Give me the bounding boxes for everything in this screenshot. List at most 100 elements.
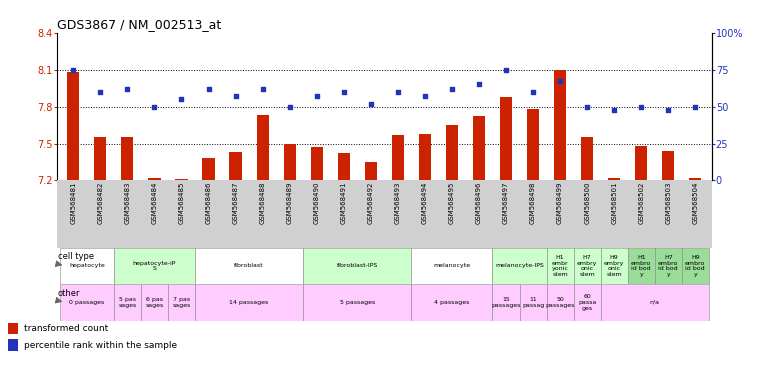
- Bar: [94, 137, 107, 180]
- Bar: [141, 284, 168, 321]
- Text: H1
embr
yonic
stem: H1 embr yonic stem: [552, 255, 568, 277]
- Text: GSM568497: GSM568497: [503, 182, 509, 224]
- Bar: [230, 152, 242, 180]
- Text: GSM568483: GSM568483: [124, 182, 130, 224]
- Bar: [114, 248, 195, 284]
- Text: melanocyte: melanocyte: [433, 263, 470, 268]
- Text: fibroblast: fibroblast: [234, 263, 264, 268]
- Bar: [419, 134, 431, 180]
- Bar: [600, 284, 708, 321]
- Bar: [148, 178, 161, 180]
- Text: GSM568501: GSM568501: [611, 182, 617, 224]
- Bar: [492, 284, 520, 321]
- Text: GSM568488: GSM568488: [260, 182, 266, 224]
- Bar: [338, 153, 350, 180]
- Text: GSM568504: GSM568504: [693, 182, 699, 224]
- Text: H7
embro
id bod
y: H7 embro id bod y: [658, 255, 679, 277]
- Text: 14 passages: 14 passages: [230, 300, 269, 305]
- Bar: [412, 248, 492, 284]
- Text: 50
passages: 50 passages: [546, 297, 575, 308]
- Text: other: other: [58, 289, 80, 298]
- Bar: [412, 284, 492, 321]
- Bar: [662, 151, 674, 180]
- Text: GSM568503: GSM568503: [665, 182, 671, 224]
- Text: cell type: cell type: [58, 252, 94, 261]
- Point: [148, 104, 161, 110]
- Point: [202, 86, 215, 92]
- Text: GSM568485: GSM568485: [179, 182, 184, 224]
- Bar: [202, 158, 215, 180]
- Text: 6 pas
sages: 6 pas sages: [145, 297, 164, 308]
- Bar: [608, 178, 620, 180]
- Point: [581, 104, 594, 110]
- Point: [392, 89, 404, 95]
- Text: GSM568490: GSM568490: [314, 182, 320, 224]
- Text: hepatocyte-iP
S: hepatocyte-iP S: [132, 260, 176, 271]
- Point: [365, 101, 377, 107]
- Text: H7
embry
onic
stem: H7 embry onic stem: [577, 255, 597, 277]
- Text: GSM568489: GSM568489: [287, 182, 293, 224]
- Text: GSM568494: GSM568494: [422, 182, 428, 224]
- Text: GSM568484: GSM568484: [151, 182, 158, 224]
- Text: 5 pas
sages: 5 pas sages: [118, 297, 136, 308]
- Point: [446, 86, 458, 92]
- Bar: [546, 284, 574, 321]
- Point: [554, 78, 566, 84]
- Point: [500, 66, 512, 73]
- Point: [689, 104, 702, 110]
- Text: GSM568487: GSM568487: [233, 182, 238, 224]
- Text: hepatocyte: hepatocyte: [69, 263, 105, 268]
- Bar: [175, 179, 187, 180]
- Bar: [310, 147, 323, 180]
- Bar: [284, 144, 296, 180]
- Text: GSM568482: GSM568482: [97, 182, 103, 224]
- Text: 0 passages: 0 passages: [69, 300, 104, 305]
- Bar: [654, 248, 682, 284]
- Bar: [689, 178, 702, 180]
- Point: [310, 93, 323, 99]
- Point: [608, 106, 620, 113]
- Point: [662, 106, 674, 113]
- Bar: [635, 146, 648, 180]
- Point: [230, 93, 242, 99]
- Point: [94, 89, 107, 95]
- Text: 7 pas
sages: 7 pas sages: [172, 297, 190, 308]
- Bar: [114, 284, 141, 321]
- Bar: [60, 248, 114, 284]
- Bar: [121, 137, 133, 180]
- Text: 4 passages: 4 passages: [435, 300, 470, 305]
- Point: [473, 81, 485, 88]
- Text: GSM568500: GSM568500: [584, 182, 590, 224]
- Bar: [628, 248, 654, 284]
- Bar: [527, 109, 539, 180]
- Text: GSM568492: GSM568492: [368, 182, 374, 224]
- Bar: [574, 248, 600, 284]
- Bar: [365, 162, 377, 180]
- Bar: [303, 284, 412, 321]
- Text: GSM568502: GSM568502: [638, 182, 645, 224]
- Text: 5 passages: 5 passages: [339, 300, 375, 305]
- Bar: [500, 97, 512, 180]
- Text: 60
passa
ges: 60 passa ges: [578, 294, 597, 311]
- Point: [67, 66, 79, 73]
- Text: 15
passages: 15 passages: [492, 297, 521, 308]
- Text: GDS3867 / NM_002513_at: GDS3867 / NM_002513_at: [57, 18, 221, 31]
- Point: [338, 89, 350, 95]
- Text: melanocyte-IPS: melanocyte-IPS: [495, 263, 544, 268]
- Bar: [195, 284, 303, 321]
- Point: [527, 89, 539, 95]
- Text: GSM568496: GSM568496: [476, 182, 482, 224]
- Text: GSM568491: GSM568491: [341, 182, 347, 224]
- Bar: [554, 70, 566, 180]
- Bar: [446, 125, 458, 180]
- Text: H1
embro
id bod
y: H1 embro id bod y: [631, 255, 651, 277]
- Point: [175, 96, 187, 102]
- Bar: [256, 115, 269, 180]
- Bar: [520, 284, 546, 321]
- Text: 11
passag: 11 passag: [522, 297, 544, 308]
- Bar: [8, 339, 18, 351]
- Bar: [60, 284, 114, 321]
- Bar: [581, 137, 594, 180]
- Text: transformed count: transformed count: [24, 324, 108, 333]
- Text: fibroblast-IPS: fibroblast-IPS: [336, 263, 378, 268]
